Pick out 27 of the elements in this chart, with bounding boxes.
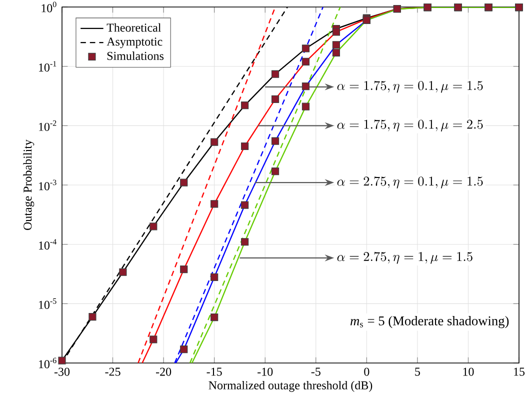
x-axis-title: Normalized outage threshold (dB) [208, 380, 372, 392]
annotation: $\alpha = 2.75, \eta = 0.1, \mu = 1.5$ [337, 176, 483, 188]
x-tick-label: -15 [206, 368, 222, 376]
x-tick-label: 0 [364, 368, 370, 376]
x-tick-label: 5 [415, 368, 420, 376]
y-tick-label: 10$^{-3}$ [39, 180, 56, 190]
y-tick-label: 10$^{-6}$ [39, 358, 56, 368]
legend-label: Asymptotic [106, 38, 162, 48]
annotation: $\alpha = 1.75, \eta = 0.1, \mu = 2.5$ [337, 120, 483, 132]
legend-label: Theoretical [106, 23, 162, 32]
y-tick-label: 10$^{0}$ [42, 2, 56, 12]
legend-label: Simulations [107, 52, 164, 60]
x-tick-label: -20 [156, 368, 172, 376]
y-tick-label: 10$^{-5}$ [39, 298, 56, 309]
x-tick-label: 10 [463, 368, 474, 376]
annotation: m$_{s}$ = 5 (Moderate shadowing) [350, 316, 509, 328]
x-tick-label: 15 [514, 368, 525, 376]
x-tick-label: -30 [54, 368, 70, 376]
x-tick-label: -5 [311, 368, 320, 376]
x-tick-label: -25 [105, 368, 120, 376]
y-axis-title: Outage Probability [23, 140, 34, 230]
y-tick-label: 10$^{-1}$ [39, 61, 56, 72]
y-tick-label: 10$^{-4}$ [39, 239, 57, 250]
annotation: $\alpha = 2.75, \eta = 1, \mu = 1.5$ [337, 252, 472, 264]
annotation: $\alpha = 1.75, \eta = 0.1, \mu = 1.5$ [337, 80, 483, 93]
x-tick-label: -10 [258, 368, 273, 376]
y-tick-label: 10$^{-2}$ [39, 120, 56, 131]
